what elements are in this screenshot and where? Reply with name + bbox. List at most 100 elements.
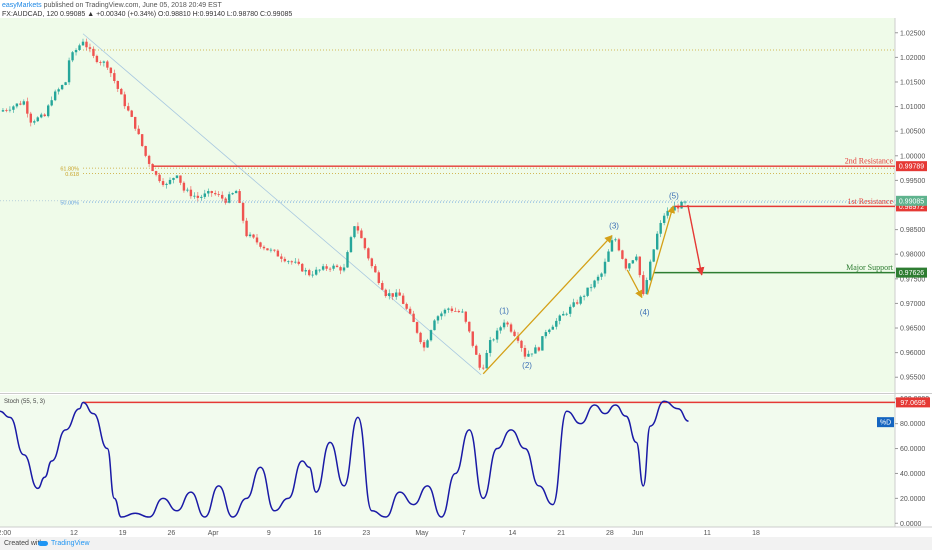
- stoch-tick-label: 0.0000: [900, 521, 922, 528]
- candle-body: [401, 295, 405, 304]
- candle-body: [158, 174, 161, 182]
- candle-body: [666, 210, 669, 216]
- candle-body: [499, 327, 502, 331]
- candle-body: [346, 252, 349, 268]
- candle-body: [645, 280, 648, 295]
- candle-body: [71, 52, 74, 61]
- time-tick-label: 16: [314, 530, 322, 537]
- candle-body: [214, 193, 217, 195]
- publisher-name[interactable]: easyMarkets: [2, 2, 42, 9]
- candle-body: [147, 155, 151, 164]
- chart-canvas[interactable]: 1.02500 1.02000 1.01500 1.01000 1.00500 1.000…: [0, 0, 932, 537]
- candle-body: [537, 347, 541, 351]
- tradingview-brand[interactable]: TradingView: [51, 540, 90, 547]
- candles[interactable]: [1, 38, 687, 371]
- wave-arrow[interactable]: [626, 269, 643, 299]
- candle-body: [349, 237, 353, 253]
- price-tick-label: 0.98500: [900, 227, 925, 234]
- candle-body: [527, 353, 530, 357]
- candle-body: [353, 226, 356, 238]
- forecast-arrow[interactable]: [687, 204, 705, 276]
- candle-body: [255, 237, 259, 243]
- candle-body: [593, 280, 596, 288]
- candle-body: [506, 322, 509, 325]
- candle-body: [676, 206, 680, 209]
- wave-label: (3): [609, 222, 619, 231]
- stoch-threshold-label: 97.0695: [900, 400, 925, 407]
- candle-body: [259, 242, 262, 247]
- candle-body: [624, 258, 628, 269]
- candle-body: [22, 101, 26, 105]
- candle-body: [64, 82, 67, 86]
- candle-body: [339, 267, 342, 271]
- time-axis[interactable]: 2:00 12 19 26 Apr 9 16 23 May 7 14 21 28 Jun 11 18: [0, 530, 760, 537]
- candle-body: [447, 308, 450, 310]
- candle-body: [19, 103, 22, 105]
- candle-body: [412, 313, 415, 323]
- candle-body: [81, 41, 85, 46]
- candle-body: [234, 191, 238, 194]
- candle-body: [523, 347, 527, 357]
- wave-arrow[interactable]: [482, 234, 613, 375]
- candle-body: [88, 47, 92, 49]
- candle-body: [5, 110, 8, 111]
- candle-body: [196, 195, 200, 198]
- candle-body: [140, 134, 144, 146]
- wave-arrow[interactable]: [646, 205, 675, 295]
- stoch-series-tag: [877, 417, 894, 428]
- candle-body: [492, 339, 495, 341]
- time-tick-label: 12: [70, 530, 78, 537]
- candle-body: [603, 261, 607, 274]
- stoch-d-line[interactable]: [0, 400, 689, 518]
- candle-body: [360, 230, 363, 239]
- candle-body: [572, 302, 575, 307]
- candle-body: [99, 62, 102, 63]
- candle-body: [652, 249, 655, 262]
- candle-body: [600, 273, 603, 277]
- candle-body: [231, 193, 234, 195]
- candle-body: [429, 330, 433, 341]
- candle-body: [78, 45, 81, 51]
- candle-body: [607, 251, 610, 262]
- ohlc-line: FX:AUDCAD, 120 0.99085 ▲ +0.00340 (+0.34…: [2, 10, 292, 19]
- last-price-tag: [896, 195, 927, 206]
- stoch-tick-label: 20.0000: [900, 496, 925, 503]
- candle-body: [137, 128, 140, 135]
- candle-body: [314, 269, 318, 275]
- created-with-label: Created with: [4, 540, 44, 547]
- time-tick-label: Apr: [208, 530, 220, 537]
- candle-body: [408, 308, 412, 314]
- candle-body: [488, 340, 492, 353]
- stoch-axis[interactable]: 100.000080.000060.000040.000020.00000.00…: [895, 396, 929, 528]
- wave-label: (2): [522, 361, 532, 370]
- elliott-wave-arrows[interactable]: [482, 205, 675, 375]
- candle-body: [290, 261, 293, 263]
- wave-label: (5): [669, 192, 679, 201]
- wave-label: (4): [640, 308, 650, 317]
- time-tick-label: 23: [362, 530, 370, 537]
- candle-body: [356, 226, 360, 231]
- candle-body: [26, 101, 29, 114]
- key-levels[interactable]: 2nd Resistance 0.99789 1st Resistance 0.989…: [152, 157, 927, 278]
- candle-body: [217, 194, 220, 196]
- last-price-label: 0.99085: [899, 198, 924, 205]
- candle-body: [12, 106, 15, 110]
- candle-body: [436, 316, 440, 321]
- candle-body: [273, 249, 276, 251]
- candle-body: [656, 233, 659, 250]
- candle-body: [363, 238, 367, 249]
- candle-body: [642, 275, 645, 295]
- fib-levels[interactable]: 61.80%0.618 50.00%: [60, 166, 895, 206]
- candle-body: [57, 89, 60, 92]
- time-tick-label: 9: [267, 530, 271, 537]
- candle-body: [471, 331, 474, 346]
- 2nd-resistance-label: 2nd Resistance: [845, 157, 894, 166]
- major-support-price-label: 0.97626: [899, 270, 924, 277]
- candle-body: [43, 114, 46, 117]
- candle-body: [631, 260, 635, 264]
- candle-body: [502, 322, 506, 328]
- price-tick-label: 1.01000: [900, 104, 925, 111]
- footer-bar: Created with TradingView: [0, 537, 932, 550]
- candle-body: [464, 311, 467, 322]
- candle-body: [422, 342, 426, 348]
